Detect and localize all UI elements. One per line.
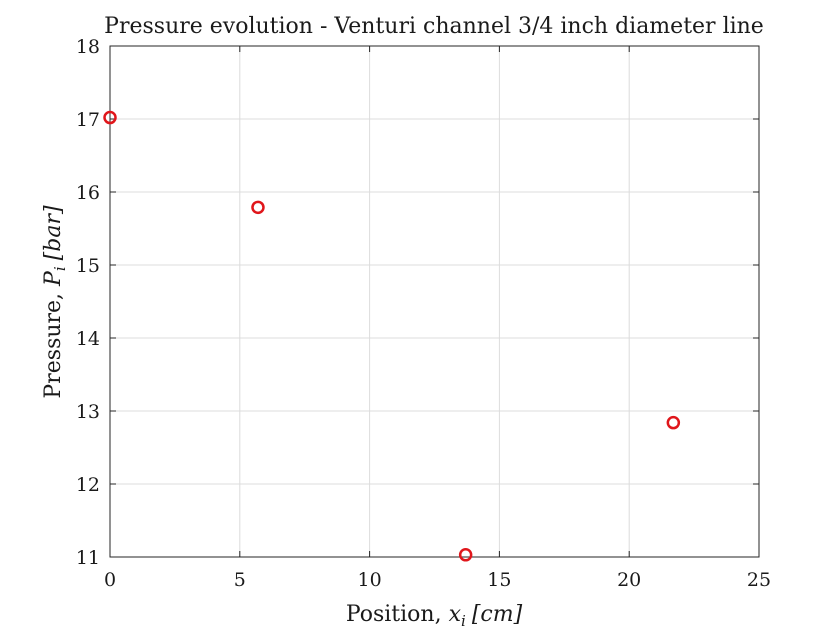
y-tick-label: 18 bbox=[76, 36, 100, 58]
axis-ticks: 0 5 10 15 20 25 11 12 13 14 15 16 17 18 bbox=[76, 36, 771, 591]
y-axis-label-prefix: Pressure, bbox=[41, 286, 66, 399]
y-tick-label: 14 bbox=[76, 328, 100, 350]
y-axis-label-sub: i bbox=[51, 266, 69, 271]
x-axis-label-sub: i bbox=[461, 612, 466, 630]
plot-frame bbox=[109, 45, 760, 558]
y-tick-label: 15 bbox=[76, 255, 100, 277]
x-axis-label-var: x bbox=[449, 602, 462, 627]
y-axis-label-unit: [bar] bbox=[41, 205, 66, 260]
x-tick-label: 10 bbox=[358, 569, 382, 591]
data-points bbox=[103, 110, 681, 562]
y-axis-label: Pressure, Pi [bar] bbox=[41, 205, 69, 399]
data-point bbox=[458, 548, 473, 562]
x-axis-label: Position, xi [cm] bbox=[346, 602, 523, 630]
data-point bbox=[103, 110, 117, 125]
data-point bbox=[251, 200, 265, 215]
y-tick-label: 11 bbox=[76, 547, 100, 569]
chart-title: Pressure evolution - Venturi channel 3/4… bbox=[104, 14, 764, 39]
x-tick-label: 25 bbox=[747, 569, 771, 591]
x-tick-label: 0 bbox=[104, 569, 116, 591]
y-tick-label: 13 bbox=[76, 401, 100, 423]
x-axis-label-unit: [cm] bbox=[472, 602, 523, 627]
data-point bbox=[666, 415, 681, 430]
y-axis-label-var: P bbox=[41, 270, 66, 287]
x-tick-label: 15 bbox=[487, 569, 511, 591]
x-axis-label-prefix: Position, bbox=[346, 602, 449, 627]
x-tick-label: 5 bbox=[234, 569, 246, 591]
y-tick-label: 16 bbox=[76, 182, 100, 204]
x-tick-label: 20 bbox=[617, 569, 641, 591]
y-tick-label: 17 bbox=[76, 109, 100, 131]
y-tick-label: 12 bbox=[76, 474, 100, 496]
